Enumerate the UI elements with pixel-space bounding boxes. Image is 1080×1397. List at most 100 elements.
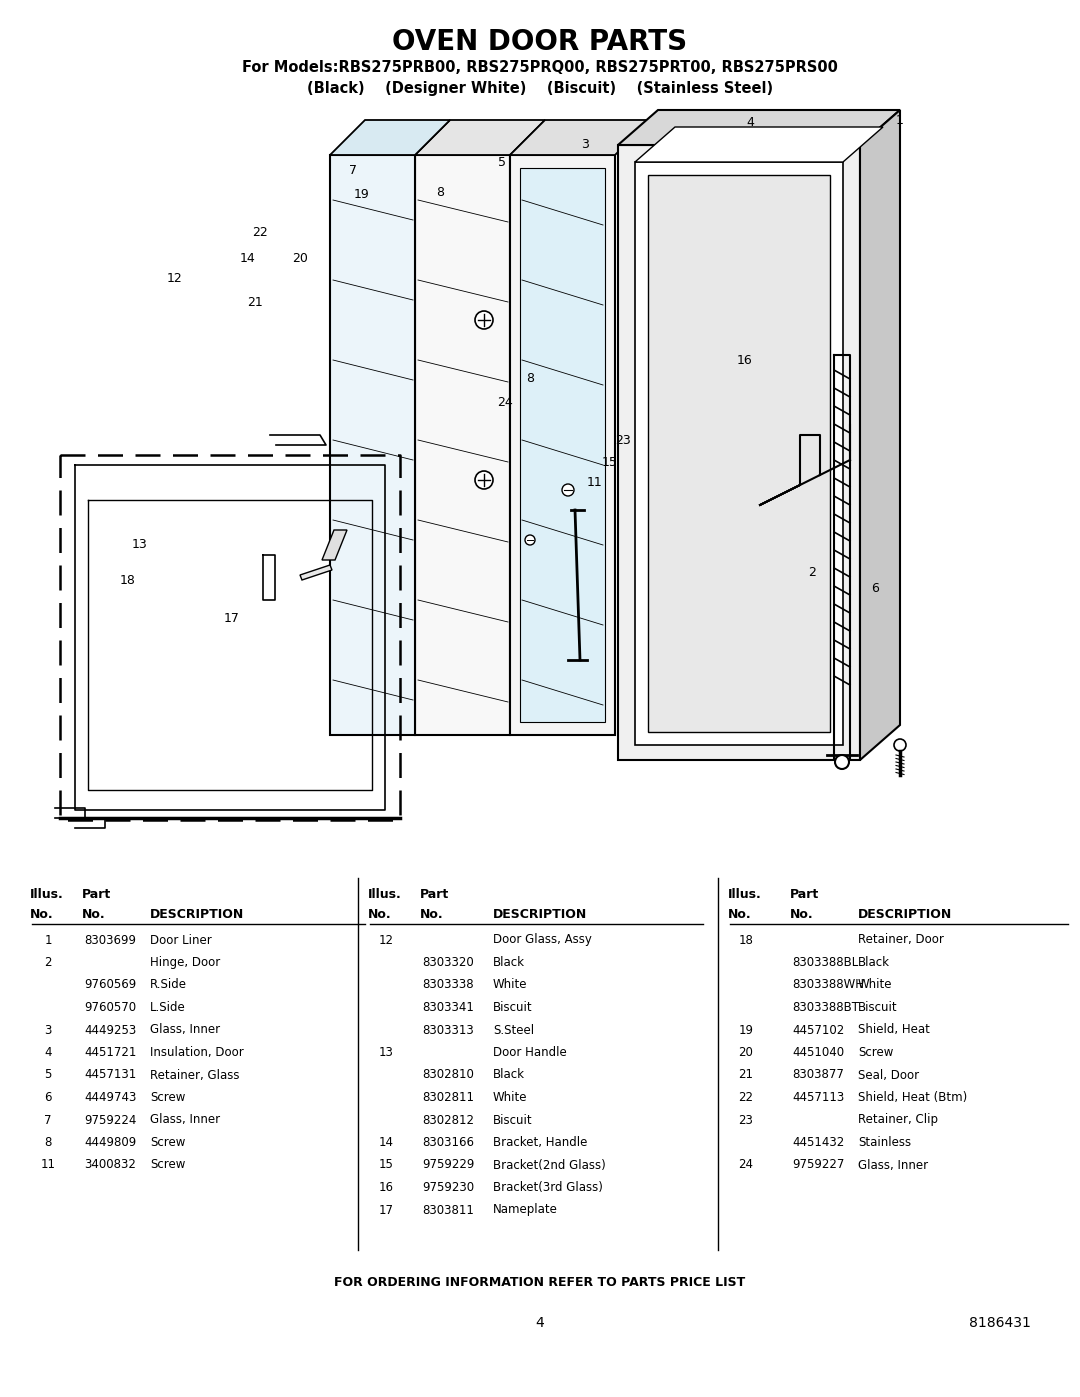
Text: 18: 18 — [739, 933, 754, 947]
Text: OVEN DOOR PARTS: OVEN DOOR PARTS — [392, 28, 688, 56]
Text: 12: 12 — [378, 933, 393, 947]
Polygon shape — [635, 162, 843, 745]
Text: 1: 1 — [44, 933, 52, 947]
Text: S.Steel: S.Steel — [492, 1024, 535, 1037]
Text: Retainer, Door: Retainer, Door — [858, 933, 944, 947]
Text: 24: 24 — [497, 395, 513, 408]
Text: FOR ORDERING INFORMATION REFER TO PARTS PRICE LIST: FOR ORDERING INFORMATION REFER TO PARTS … — [335, 1277, 745, 1289]
Text: 8303166: 8303166 — [422, 1136, 474, 1148]
Text: 17: 17 — [378, 1203, 393, 1217]
Text: 11: 11 — [41, 1158, 55, 1172]
Text: 22: 22 — [739, 1091, 754, 1104]
Text: Nameplate: Nameplate — [492, 1203, 558, 1217]
Text: Bracket(3rd Glass): Bracket(3rd Glass) — [492, 1180, 603, 1194]
Text: 23: 23 — [739, 1113, 754, 1126]
Polygon shape — [415, 155, 510, 735]
Polygon shape — [618, 110, 900, 145]
Text: 7: 7 — [349, 163, 357, 176]
Text: Screw: Screw — [150, 1091, 186, 1104]
Polygon shape — [618, 145, 860, 760]
Polygon shape — [510, 120, 650, 155]
Text: 8303877: 8303877 — [792, 1069, 843, 1081]
Text: 4451432: 4451432 — [792, 1136, 845, 1148]
Text: Door Liner: Door Liner — [150, 933, 212, 947]
Circle shape — [475, 312, 492, 330]
Text: Illus.: Illus. — [30, 887, 64, 901]
Text: 23: 23 — [616, 433, 631, 447]
Text: 9759230: 9759230 — [422, 1180, 474, 1194]
Text: 8303341: 8303341 — [422, 1002, 474, 1014]
Text: 4457113: 4457113 — [792, 1091, 845, 1104]
Text: Door Glass, Assy: Door Glass, Assy — [492, 933, 592, 947]
Polygon shape — [648, 175, 831, 732]
Text: 11: 11 — [588, 475, 603, 489]
Text: 3400832: 3400832 — [84, 1158, 136, 1172]
Text: Bracket(2nd Glass): Bracket(2nd Glass) — [492, 1158, 606, 1172]
Text: Shield, Heat (Btm): Shield, Heat (Btm) — [858, 1091, 968, 1104]
Text: 8303320: 8303320 — [422, 956, 474, 970]
Text: Biscuit: Biscuit — [492, 1113, 532, 1126]
Text: 8302811: 8302811 — [422, 1091, 474, 1104]
Text: DESCRIPTION: DESCRIPTION — [492, 908, 588, 921]
Text: 7: 7 — [44, 1113, 52, 1126]
Text: 8303811: 8303811 — [422, 1203, 474, 1217]
Text: 8: 8 — [526, 372, 534, 384]
Text: No.: No. — [368, 908, 392, 921]
Text: (Black)    (Designer White)    (Biscuit)    (Stainless Steel): (Black) (Designer White) (Biscuit) (Stai… — [307, 81, 773, 95]
Text: L.Side: L.Side — [150, 1002, 186, 1014]
Text: 8303313: 8303313 — [422, 1024, 474, 1037]
Text: Illus.: Illus. — [728, 887, 761, 901]
Polygon shape — [519, 168, 605, 722]
Text: Door Handle: Door Handle — [492, 1046, 567, 1059]
Text: 19: 19 — [354, 189, 369, 201]
Text: 15: 15 — [602, 455, 618, 468]
Text: Illus.: Illus. — [368, 887, 402, 901]
Circle shape — [562, 483, 573, 496]
Text: 4: 4 — [536, 1316, 544, 1330]
Polygon shape — [635, 127, 883, 162]
Text: For Models:RBS275PRB00, RBS275PRQ00, RBS275PRT00, RBS275PRS00: For Models:RBS275PRB00, RBS275PRQ00, RBS… — [242, 60, 838, 75]
Text: 22: 22 — [252, 225, 268, 239]
Text: Insulation, Door: Insulation, Door — [150, 1046, 244, 1059]
Text: Biscuit: Biscuit — [492, 1002, 532, 1014]
Text: Part: Part — [789, 887, 820, 901]
Text: 15: 15 — [379, 1158, 393, 1172]
Text: 13: 13 — [379, 1046, 393, 1059]
Text: 4: 4 — [746, 116, 754, 130]
Text: 16: 16 — [738, 353, 753, 366]
Polygon shape — [330, 120, 450, 155]
Text: 8303388BL: 8303388BL — [792, 956, 859, 970]
Polygon shape — [322, 529, 347, 560]
Text: 13: 13 — [132, 538, 148, 552]
Polygon shape — [330, 155, 415, 735]
Text: 21: 21 — [247, 296, 262, 309]
Text: Biscuit: Biscuit — [858, 1002, 897, 1014]
Text: 18: 18 — [120, 574, 136, 587]
Text: 4449253: 4449253 — [84, 1024, 136, 1037]
Text: Screw: Screw — [150, 1158, 186, 1172]
Text: 16: 16 — [378, 1180, 393, 1194]
Circle shape — [475, 471, 492, 489]
Polygon shape — [300, 564, 332, 580]
Text: Bracket, Handle: Bracket, Handle — [492, 1136, 588, 1148]
Text: 19: 19 — [739, 1024, 754, 1037]
Text: 3: 3 — [44, 1024, 52, 1037]
Text: 6: 6 — [872, 581, 879, 595]
Text: Seal, Door: Seal, Door — [858, 1069, 919, 1081]
Text: 14: 14 — [240, 251, 256, 264]
Text: 8: 8 — [436, 186, 444, 198]
Polygon shape — [510, 155, 615, 735]
Text: 8302812: 8302812 — [422, 1113, 474, 1126]
Text: No.: No. — [420, 908, 444, 921]
Text: 4: 4 — [44, 1046, 52, 1059]
Text: 8303388WH: 8303388WH — [792, 978, 864, 992]
Text: Black: Black — [492, 956, 525, 970]
Text: 12: 12 — [167, 271, 183, 285]
Polygon shape — [860, 110, 900, 760]
Circle shape — [835, 754, 849, 768]
Text: DESCRIPTION: DESCRIPTION — [150, 908, 244, 921]
Text: 3: 3 — [581, 138, 589, 151]
Text: Black: Black — [858, 956, 890, 970]
Text: Black: Black — [492, 1069, 525, 1081]
Text: 5: 5 — [44, 1069, 52, 1081]
